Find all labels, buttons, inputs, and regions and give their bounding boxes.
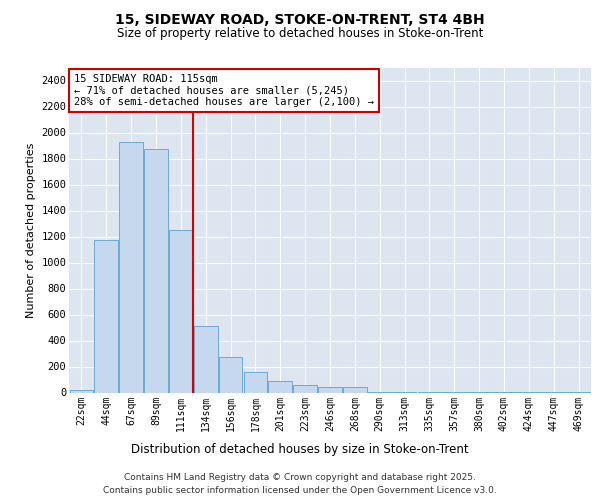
Y-axis label: Number of detached properties: Number of detached properties xyxy=(26,142,35,318)
Bar xyxy=(169,230,193,392)
Bar xyxy=(293,386,317,392)
Text: 15 SIDEWAY ROAD: 115sqm
← 71% of detached houses are smaller (5,245)
28% of semi: 15 SIDEWAY ROAD: 115sqm ← 71% of detache… xyxy=(74,74,374,107)
Text: Contains public sector information licensed under the Open Government Licence v3: Contains public sector information licen… xyxy=(103,486,497,495)
Bar xyxy=(219,358,242,392)
Bar xyxy=(194,326,218,392)
Text: Contains HM Land Registry data © Crown copyright and database right 2025.: Contains HM Land Registry data © Crown c… xyxy=(124,472,476,482)
Bar xyxy=(94,240,118,392)
Text: 15, SIDEWAY ROAD, STOKE-ON-TRENT, ST4 4BH: 15, SIDEWAY ROAD, STOKE-ON-TRENT, ST4 4B… xyxy=(115,12,485,26)
Bar xyxy=(343,386,367,392)
Bar xyxy=(244,372,267,392)
Bar xyxy=(144,149,168,392)
Bar xyxy=(70,390,93,392)
Bar xyxy=(268,381,292,392)
Text: Distribution of detached houses by size in Stoke-on-Trent: Distribution of detached houses by size … xyxy=(131,442,469,456)
Bar xyxy=(119,142,143,393)
Text: Size of property relative to detached houses in Stoke-on-Trent: Size of property relative to detached ho… xyxy=(117,28,483,40)
Bar xyxy=(318,386,342,392)
